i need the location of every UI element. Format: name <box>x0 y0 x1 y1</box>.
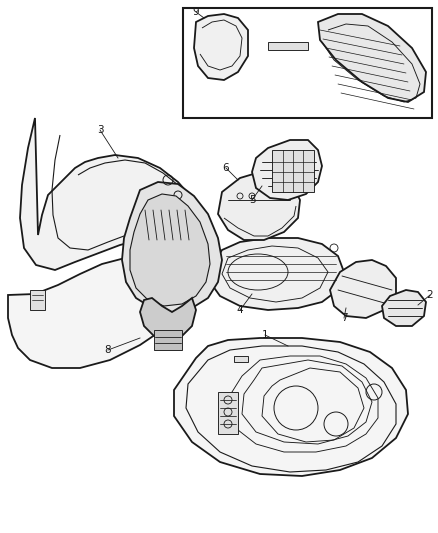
Polygon shape <box>194 14 248 80</box>
Polygon shape <box>382 290 426 326</box>
Polygon shape <box>8 256 196 368</box>
Text: 9: 9 <box>193 7 199 17</box>
Polygon shape <box>252 140 322 200</box>
Bar <box>183 8 432 118</box>
Polygon shape <box>318 14 426 102</box>
Polygon shape <box>218 392 238 434</box>
Polygon shape <box>122 182 222 312</box>
Polygon shape <box>218 172 300 240</box>
Polygon shape <box>30 290 45 310</box>
Polygon shape <box>130 194 210 306</box>
Text: 1: 1 <box>261 330 268 340</box>
Polygon shape <box>174 338 408 476</box>
Text: 7: 7 <box>341 313 347 323</box>
Polygon shape <box>268 42 308 50</box>
Text: 3: 3 <box>97 125 103 135</box>
Polygon shape <box>272 150 314 192</box>
Polygon shape <box>140 298 196 340</box>
Polygon shape <box>20 118 196 270</box>
Polygon shape <box>234 356 248 362</box>
Polygon shape <box>330 260 396 318</box>
Text: 8: 8 <box>105 345 111 355</box>
Text: 5: 5 <box>249 195 255 205</box>
Text: 4: 4 <box>237 305 244 315</box>
Polygon shape <box>154 330 182 350</box>
Text: 6: 6 <box>223 163 230 173</box>
Text: 2: 2 <box>427 290 433 300</box>
Polygon shape <box>210 238 344 310</box>
